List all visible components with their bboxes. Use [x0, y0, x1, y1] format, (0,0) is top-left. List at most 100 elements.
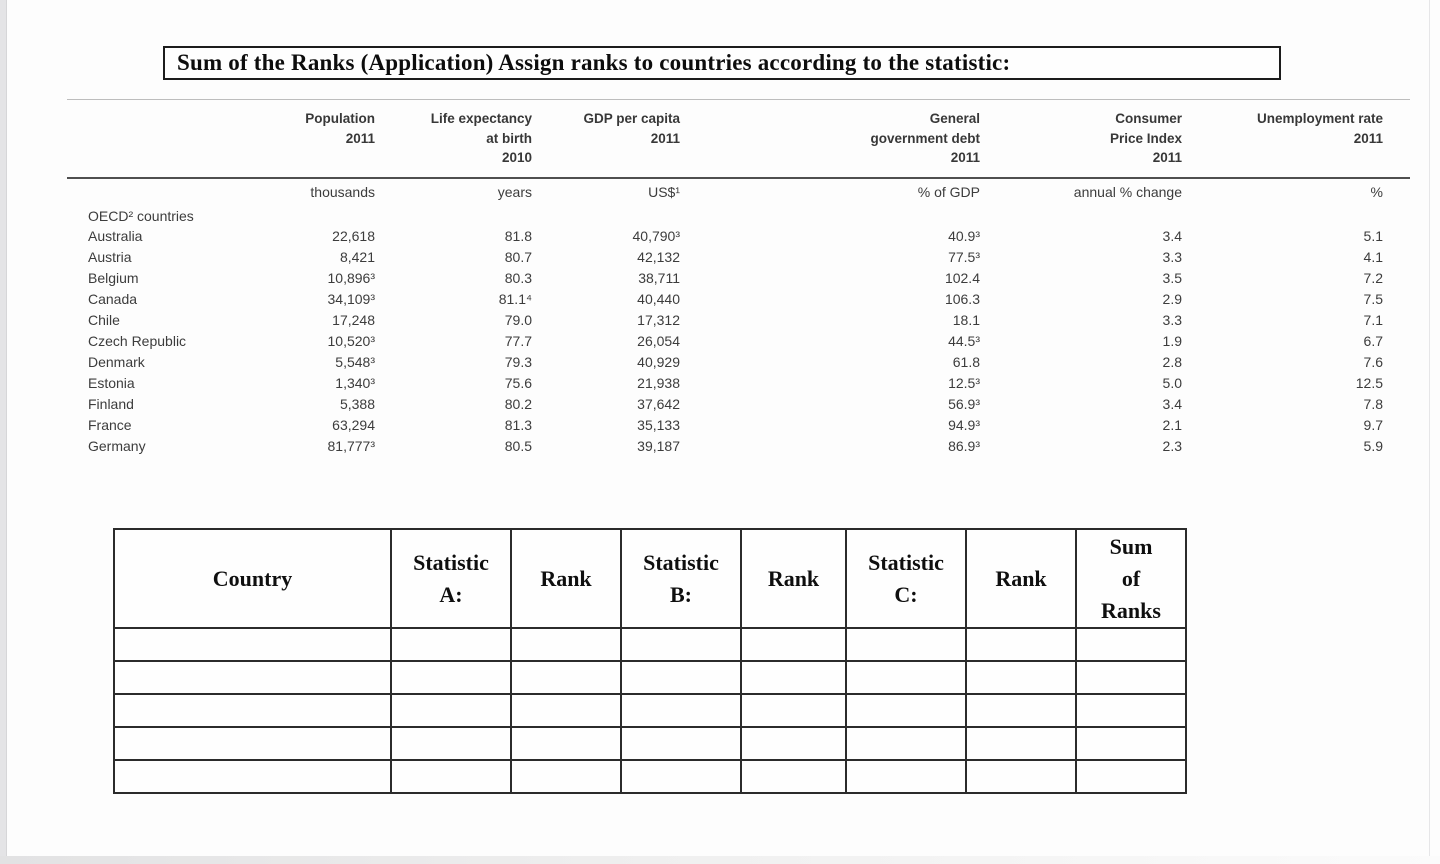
stat-value: 42,132: [637, 249, 680, 265]
stat-value: 77.7: [504, 333, 532, 349]
country-row: Austria 8,421 80.7 42,132 77.5³ 3.3 4.1: [67, 247, 1410, 268]
stat-value: 7.6: [1363, 354, 1383, 370]
answer-blank-cell: [740, 660, 847, 695]
stat-value: 10,520³: [327, 333, 375, 349]
unit-population: thousands: [310, 184, 375, 200]
stat-value: 9.7: [1363, 417, 1383, 433]
answer-blank-cell: [740, 627, 847, 662]
answer-blank-cell: [390, 726, 512, 761]
stat-value: 3.3: [1162, 312, 1182, 328]
answer-blank-cell: [1075, 660, 1187, 695]
stat-value: 3.3: [1162, 249, 1182, 265]
answer-blank-cell: [1075, 759, 1187, 794]
stat-value: 5,388: [339, 396, 375, 412]
answer-blank-cell: [113, 627, 392, 662]
country-row: Belgium 10,896³ 80.3 38,711 102.4 3.5 7.2: [67, 268, 1410, 289]
stat-value: 8,421: [339, 249, 375, 265]
stat-value: 1,340³: [335, 375, 375, 391]
answer-header-country: Country: [113, 528, 392, 629]
stat-value: 79.3: [504, 354, 532, 370]
stats-table-body: OECD² countries Australia 22,618 81.8 40,79…: [67, 203, 1410, 457]
stat-value: 3.4: [1162, 396, 1182, 412]
stat-value: 81.1⁴: [498, 291, 532, 307]
stat-value: 3.4: [1162, 228, 1182, 244]
stat-value: 80.2: [504, 396, 532, 412]
page-left-edge: [0, 0, 7, 864]
answer-header-rank-1: Rank: [510, 528, 622, 629]
stat-value: 18.1: [952, 312, 980, 328]
stat-value: 22,618: [332, 228, 375, 244]
country-row: Finland 5,388 80.2 37,642 56.9³ 3.4 7.8: [67, 394, 1410, 415]
answer-blank-cell: [965, 759, 1077, 794]
statistics-table: Population 2011 Life expectancy at birth…: [67, 99, 1410, 457]
stat-value: 106.3: [944, 291, 980, 307]
unit-life-expectancy: years: [497, 184, 532, 200]
column-header-life-expectancy: Life expectancy at birth 2010: [375, 99, 532, 179]
answer-blank-cell: [845, 627, 967, 662]
stat-value: 81,777³: [327, 438, 375, 454]
group-label-oecd-countries: OECD² countries: [88, 207, 194, 224]
answer-blank-cell: [620, 726, 742, 761]
stat-value: 26,054: [637, 333, 680, 349]
country-name: Denmark: [88, 354, 145, 370]
page-right-edge: [1429, 0, 1430, 864]
stat-value: 4.1: [1363, 249, 1383, 265]
answer-blank-cell: [1075, 726, 1187, 761]
country-name: Finland: [88, 396, 134, 412]
stat-value: 94.9³: [948, 417, 980, 433]
answer-blank-cell: [113, 693, 392, 728]
answer-blank-row: [113, 660, 1187, 695]
answer-blank-cell: [390, 759, 512, 794]
answer-blank-cell: [510, 759, 622, 794]
country-row: Denmark 5,548³ 79.3 40,929 61.8 2.8 7.6: [67, 352, 1410, 373]
answer-blank-cell: [390, 693, 512, 728]
stat-value: 80.3: [504, 270, 532, 286]
answer-blank-row: [113, 693, 1187, 728]
country-name: Australia: [88, 228, 143, 244]
answer-blank-row: [113, 726, 1187, 761]
answer-blank-cell: [965, 726, 1077, 761]
stat-value: 40.9³: [948, 228, 980, 244]
answer-header-sum-of-ranks: Sum of Ranks: [1075, 528, 1187, 629]
answer-blank-cell: [740, 693, 847, 728]
answer-blank-cell: [845, 726, 967, 761]
stat-value: 1.9: [1162, 333, 1182, 349]
answer-blank-cell: [390, 627, 512, 662]
country-name: Chile: [88, 312, 120, 328]
country-row: Estonia 1,340³ 75.6 21,938 12.5³ 5.0 12.5: [67, 373, 1410, 394]
answer-blank-cell: [620, 660, 742, 695]
country-name: Czech Republic: [88, 333, 187, 349]
answer-blank-cell: [1075, 693, 1187, 728]
stat-value: 12.5³: [948, 375, 980, 391]
stat-value: 5.0: [1162, 375, 1182, 391]
stat-value: 40,440: [637, 291, 680, 307]
stat-value: 77.5³: [948, 249, 980, 265]
answer-blank-cell: [845, 759, 967, 794]
worksheet-title-text: Sum of the Ranks (Application) Assign ra…: [177, 50, 1011, 75]
answer-blank-cell: [390, 660, 512, 695]
stats-group-row: OECD² countries: [67, 203, 1410, 226]
answer-blank-cell: [510, 726, 622, 761]
stat-value: 39,187: [637, 438, 680, 454]
country-row: Australia 22,618 81.8 40,790³ 40.9³ 3.4 5.1: [67, 226, 1410, 247]
stat-value: 2.3: [1162, 438, 1182, 454]
stat-value: 34,109³: [327, 291, 375, 307]
answer-blank-cell: [845, 660, 967, 695]
answer-blank-cell: [740, 759, 847, 794]
country-row: France 63,294 81.3 35,133 94.9³ 2.1 9.7: [67, 415, 1410, 436]
country-row: Canada 34,109³ 81.1⁴ 40,440 106.3 2.9 7.5: [67, 289, 1410, 310]
column-header-population: Population 2011: [237, 99, 375, 179]
stats-units-empty-cell: [67, 178, 237, 203]
country-name: Germany: [88, 438, 146, 454]
country-row: Germany 81,777³ 80.5 39,187 86.9³ 2.3 5.9: [67, 436, 1410, 457]
column-header-consumer-price-index: Consumer Price Index 2011: [980, 99, 1182, 179]
stat-value: 80.5: [504, 438, 532, 454]
answer-blank-cell: [1075, 627, 1187, 662]
column-header-gdp-per-capita: GDP per capita 2011: [532, 99, 680, 179]
answer-header-statistic-a: Statistic A:: [390, 528, 512, 629]
stats-units-row: thousands years US$¹ % of GDP annual % c…: [67, 178, 1410, 203]
country-row: Chile 17,248 79.0 17,312 18.1 3.3 7.1: [67, 310, 1410, 331]
answer-blank-row: [113, 759, 1187, 794]
stat-value: 6.7: [1363, 333, 1383, 349]
stat-value: 79.0: [504, 312, 532, 328]
